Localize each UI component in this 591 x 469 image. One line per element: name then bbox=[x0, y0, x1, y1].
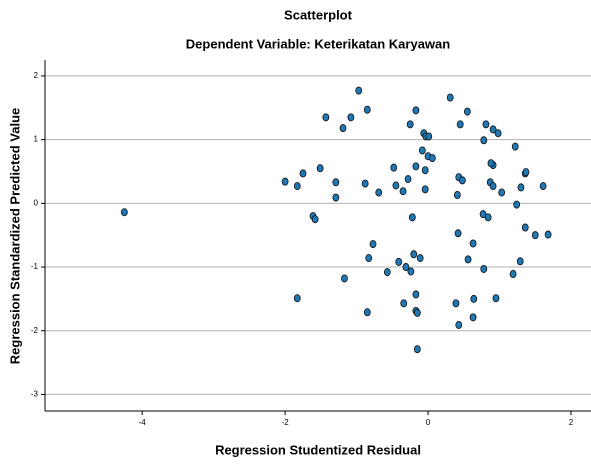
point bbox=[480, 264, 488, 273]
point bbox=[418, 146, 426, 155]
point bbox=[454, 229, 462, 238]
point bbox=[332, 193, 340, 202]
point bbox=[404, 175, 412, 184]
point bbox=[464, 255, 472, 264]
point bbox=[341, 274, 348, 283]
point bbox=[492, 294, 500, 303]
point bbox=[494, 129, 502, 138]
point bbox=[480, 136, 488, 145]
point bbox=[453, 191, 461, 200]
point bbox=[489, 182, 497, 191]
point bbox=[498, 188, 506, 197]
point bbox=[406, 120, 414, 129]
point bbox=[390, 163, 398, 172]
point bbox=[421, 185, 429, 194]
point bbox=[511, 142, 519, 151]
point bbox=[416, 254, 424, 263]
y-tick-label: 2 bbox=[34, 71, 39, 80]
y-tick-label: 1 bbox=[34, 135, 39, 144]
point bbox=[531, 231, 539, 240]
y-tick-label: -1 bbox=[31, 262, 39, 271]
point bbox=[339, 124, 347, 133]
point bbox=[509, 270, 517, 279]
point bbox=[469, 313, 477, 322]
point bbox=[455, 321, 463, 330]
point bbox=[487, 159, 495, 168]
point bbox=[400, 299, 408, 308]
point bbox=[412, 106, 420, 115]
point bbox=[293, 294, 301, 303]
point bbox=[395, 257, 403, 266]
point bbox=[299, 169, 307, 178]
point bbox=[402, 263, 410, 272]
chart-subtitle: Dependent Variable: Keterikatan Karyawan bbox=[186, 36, 450, 51]
point bbox=[489, 125, 497, 134]
point bbox=[428, 154, 436, 163]
point bbox=[311, 215, 319, 224]
point bbox=[482, 120, 490, 129]
point bbox=[383, 268, 391, 277]
y-tick-label: 0 bbox=[34, 198, 39, 207]
x-axis-label: Regression Studentized Residual bbox=[215, 442, 421, 457]
point bbox=[539, 182, 547, 191]
point bbox=[544, 230, 552, 239]
y-axis-label: Regression Standardized Predicted Value bbox=[7, 108, 22, 364]
point bbox=[361, 179, 369, 188]
point bbox=[347, 113, 355, 122]
point bbox=[410, 250, 418, 259]
point bbox=[470, 294, 478, 303]
point bbox=[463, 107, 471, 116]
point bbox=[375, 188, 383, 197]
point bbox=[332, 178, 340, 187]
point bbox=[281, 177, 289, 186]
point bbox=[365, 254, 373, 263]
point bbox=[363, 308, 371, 317]
point bbox=[456, 120, 464, 129]
point bbox=[369, 240, 377, 249]
point bbox=[521, 223, 529, 232]
point bbox=[316, 164, 324, 173]
point bbox=[407, 267, 415, 276]
point bbox=[408, 213, 416, 222]
point bbox=[399, 187, 407, 196]
point bbox=[516, 257, 524, 266]
point bbox=[412, 290, 420, 299]
x-tick-label: 0 bbox=[426, 418, 431, 427]
point bbox=[425, 132, 433, 141]
point bbox=[452, 299, 460, 308]
point bbox=[293, 182, 301, 191]
point bbox=[413, 345, 421, 354]
point bbox=[458, 176, 466, 185]
point bbox=[513, 200, 521, 209]
chart-title: Scatterplot bbox=[284, 7, 353, 22]
point bbox=[120, 208, 128, 217]
point bbox=[421, 166, 429, 175]
point bbox=[363, 105, 371, 114]
point bbox=[469, 239, 477, 248]
point bbox=[484, 213, 492, 222]
point bbox=[355, 86, 363, 95]
point bbox=[322, 113, 330, 122]
x-tick-label: -2 bbox=[282, 418, 290, 427]
y-tick-label: -2 bbox=[31, 326, 39, 335]
x-tick-label: -4 bbox=[139, 418, 147, 427]
point bbox=[522, 168, 530, 177]
point bbox=[413, 308, 421, 317]
x-tick-label: 2 bbox=[569, 418, 574, 427]
point bbox=[446, 93, 454, 102]
point bbox=[517, 183, 525, 192]
point bbox=[392, 181, 400, 190]
point bbox=[412, 162, 420, 171]
y-tick-label: -3 bbox=[31, 390, 39, 399]
